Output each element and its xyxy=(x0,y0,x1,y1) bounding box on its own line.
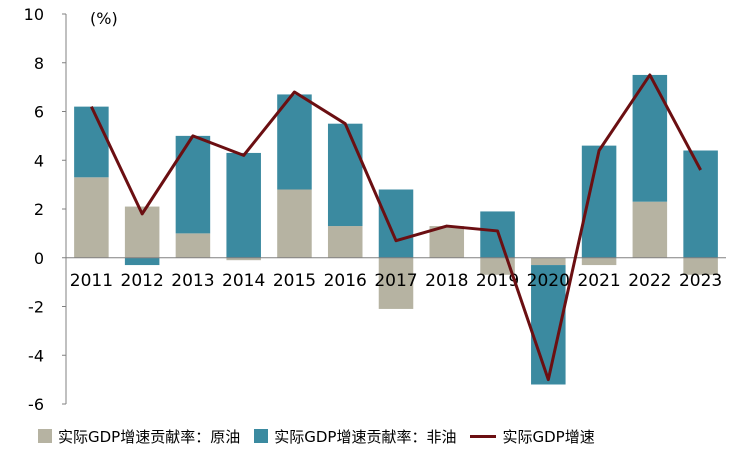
bar-non-oil-2015 xyxy=(277,94,312,190)
y-unit-label: (%) xyxy=(90,9,118,28)
legend: 实际GDP增速贡献率：原油 实际GDP增速贡献率：非油 实际GDP增速 xyxy=(38,424,595,448)
x-tick-label-2011: 2011 xyxy=(70,271,113,291)
legend-swatch-non-oil xyxy=(254,429,269,443)
bar-non-oil-2014 xyxy=(226,152,261,258)
legend-item-oil: 实际GDP增速贡献率：原油 xyxy=(38,426,240,447)
x-tick-label-2012: 2012 xyxy=(121,271,164,291)
bar-non-oil-2017 xyxy=(378,189,414,258)
y-tick-label: -4 xyxy=(28,346,44,365)
y-tick-label: 8 xyxy=(34,54,44,73)
x-tick-label-2018: 2018 xyxy=(425,271,468,291)
x-tick-label-2021: 2021 xyxy=(577,271,620,291)
x-tick-label-2020: 2020 xyxy=(527,271,570,291)
x-tick-label-2022: 2022 xyxy=(628,271,671,291)
bar-oil-2021 xyxy=(581,257,617,266)
bar-oil-2019 xyxy=(480,257,515,275)
legend-label-oil: 实际GDP增速贡献率：原油 xyxy=(58,427,241,446)
x-tick-label-2017: 2017 xyxy=(374,271,417,291)
bar-non-oil-2013 xyxy=(175,135,211,234)
bar-oil-2013 xyxy=(175,233,211,258)
bar-oil-2020 xyxy=(531,257,566,266)
y-tick-label: 4 xyxy=(34,151,44,170)
x-tick-label-2015: 2015 xyxy=(273,271,316,291)
bar-oil-2015 xyxy=(277,189,312,258)
bar-non-oil-2023 xyxy=(683,150,718,258)
legend-label-gdp-growth: 实际GDP增速 xyxy=(502,427,595,446)
x-tick-label-2019: 2019 xyxy=(476,271,519,291)
x-tick-label-2016: 2016 xyxy=(324,271,367,291)
y-tick-label: 6 xyxy=(34,103,44,122)
bar-oil-2014 xyxy=(226,257,261,261)
y-tick-label: -2 xyxy=(28,298,44,317)
bar-oil-2011 xyxy=(74,177,109,258)
x-tick-label-2014: 2014 xyxy=(222,271,265,291)
legend-swatch-gdp-growth xyxy=(470,434,497,438)
y-tick-label: 10 xyxy=(24,5,44,24)
legend-label-non-oil: 实际GDP增速贡献率：非油 xyxy=(274,427,457,446)
bar-non-oil-2011 xyxy=(74,106,109,178)
y-tick-label: 2 xyxy=(34,200,44,219)
bar-oil-2018 xyxy=(429,226,465,258)
legend-item-non-oil: 实际GDP增速贡献率：非油 xyxy=(254,426,456,447)
bar-oil-2022 xyxy=(632,201,668,258)
bar-oil-2017 xyxy=(378,257,414,309)
bar-non-oil-2012 xyxy=(124,257,160,266)
legend-swatch-oil xyxy=(38,429,52,443)
bar-oil-2016 xyxy=(327,226,363,258)
bar-non-oil-2016 xyxy=(327,123,363,227)
y-tick-label: 0 xyxy=(34,249,44,268)
x-tick-label-2013: 2013 xyxy=(171,271,214,291)
bar-oil-2023 xyxy=(683,257,718,275)
legend-item-gdp-growth: 实际GDP增速 xyxy=(470,426,595,447)
x-tick-label-2023: 2023 xyxy=(679,271,722,291)
gdp-contribution-chart: -6 -4 -2 0 2 4 6 8 10 (%) 2011 2012 2013 2014 2015 2016… xyxy=(24,5,726,414)
y-tick-label: -6 xyxy=(28,395,44,414)
